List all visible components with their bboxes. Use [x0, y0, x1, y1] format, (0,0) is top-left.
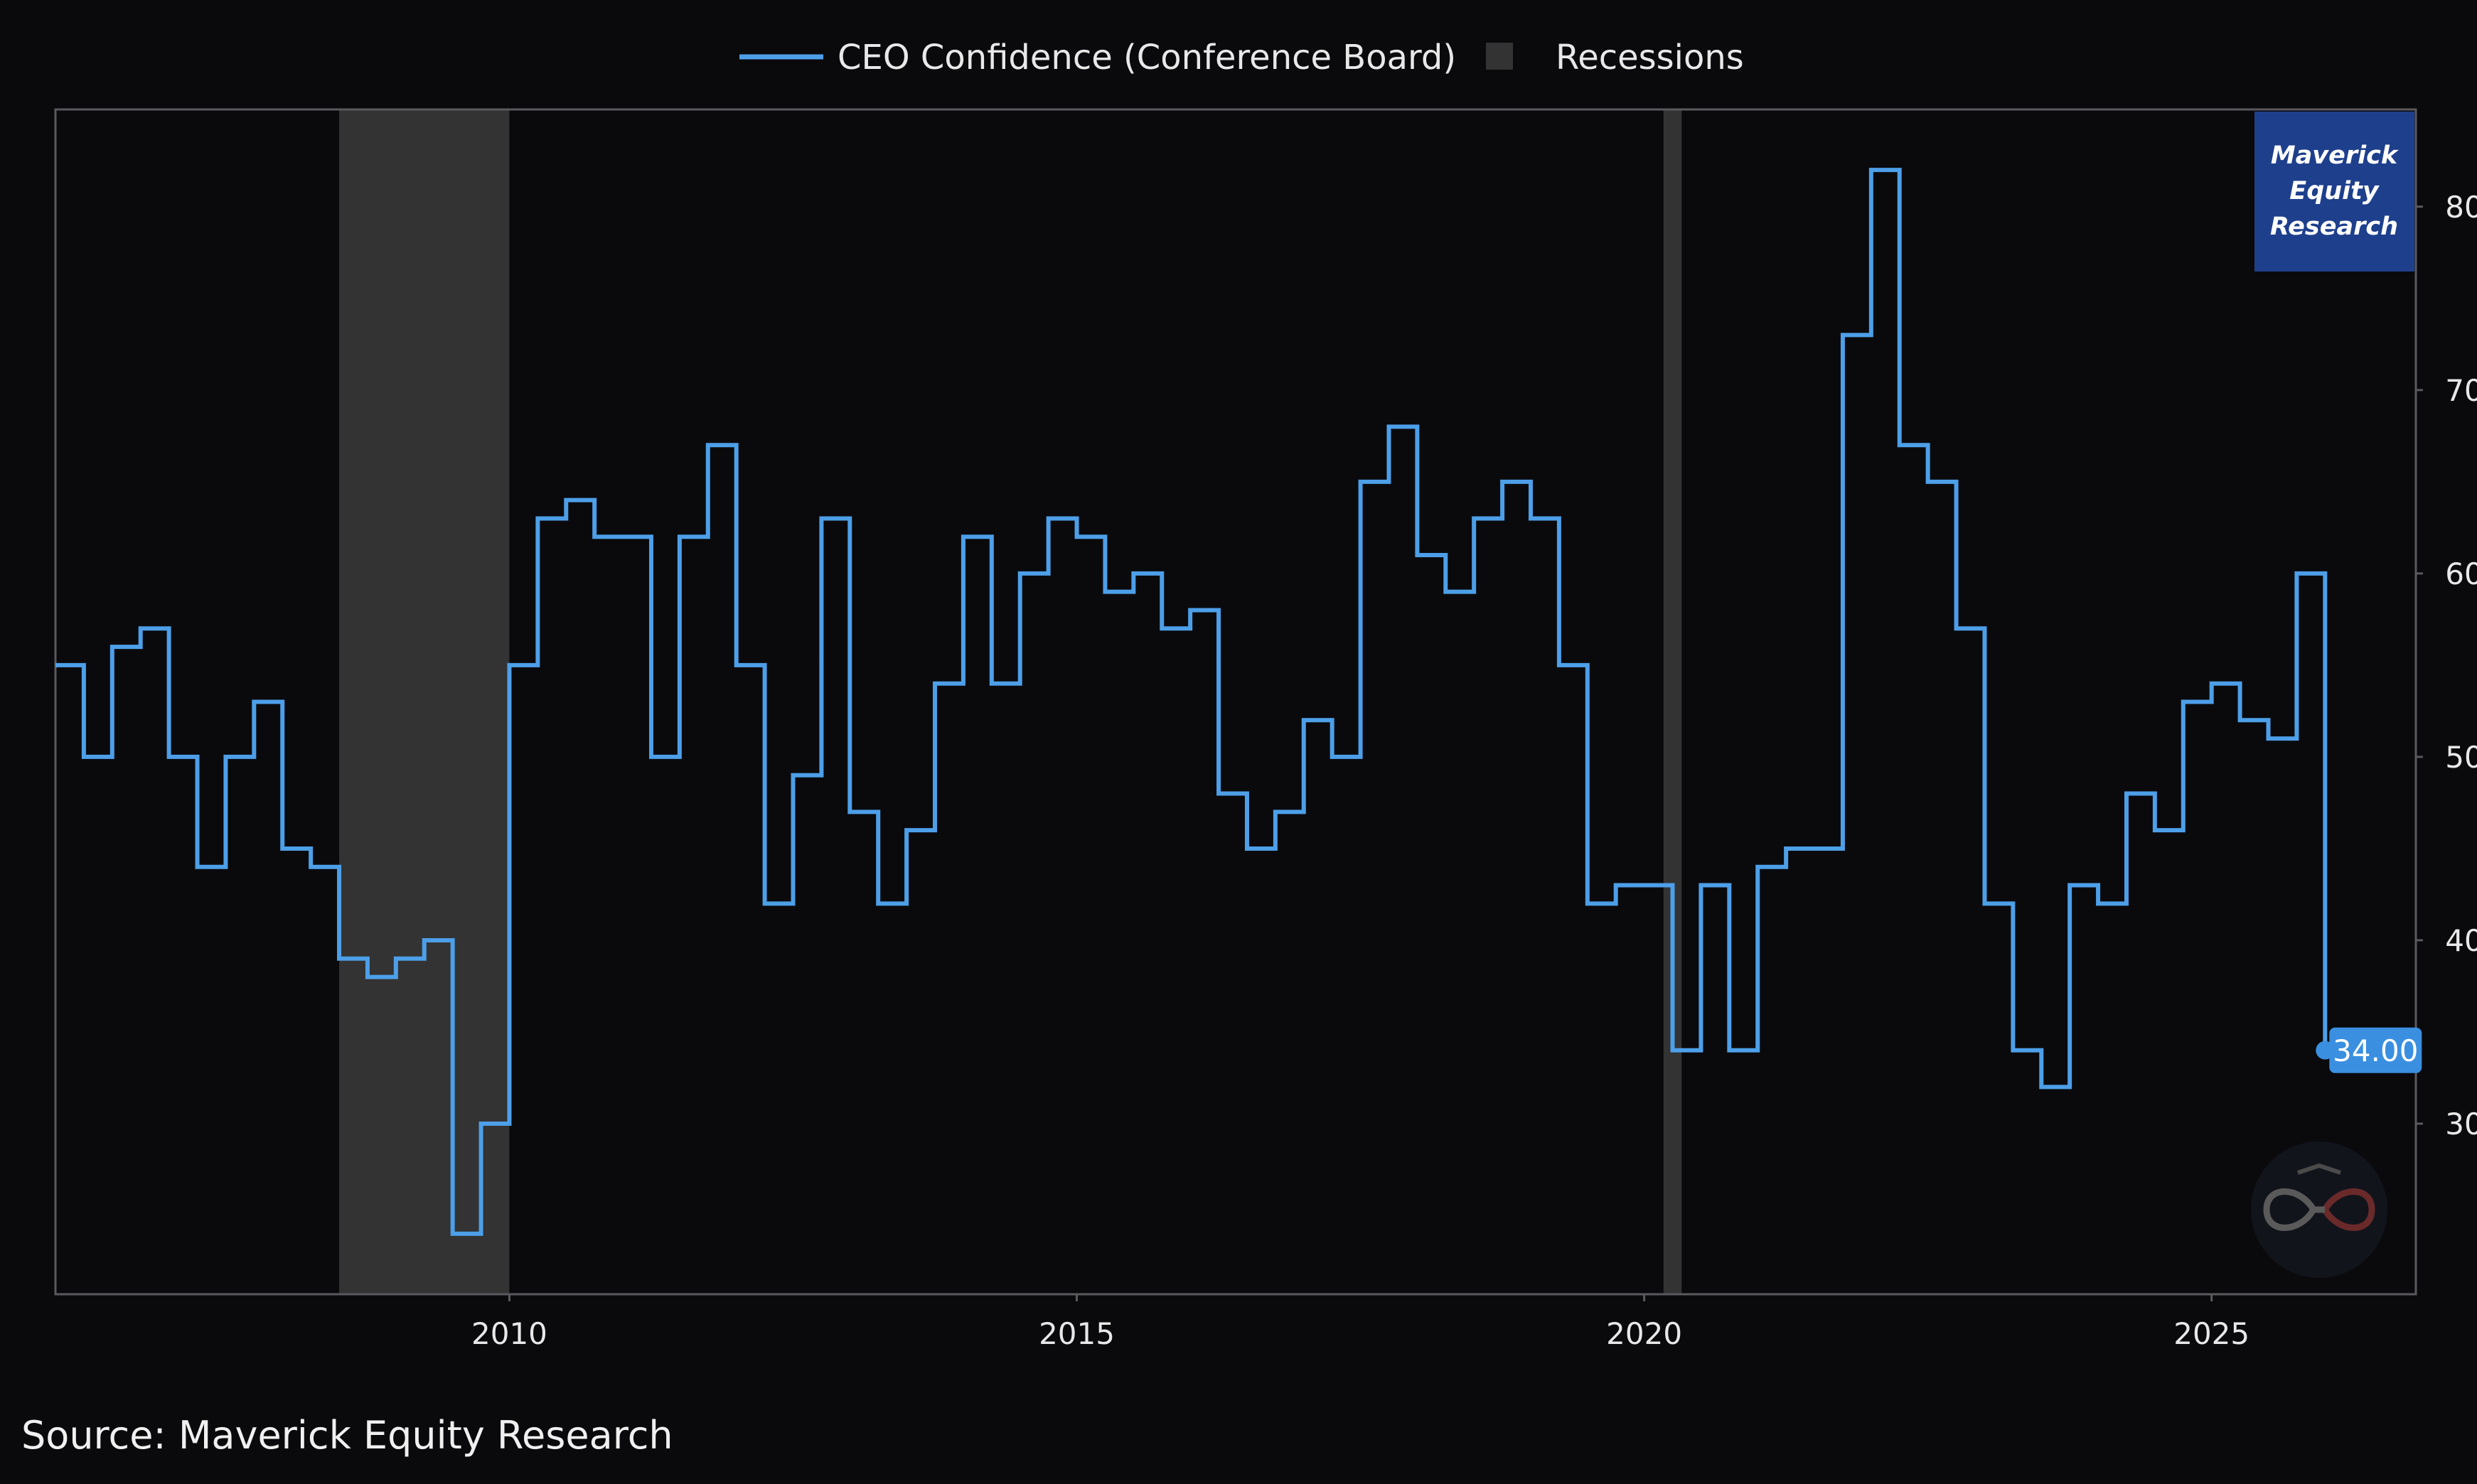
x-tick-label-2015: 2015 — [1039, 1316, 1115, 1351]
series-layer — [55, 168, 2328, 1236]
x-tick-label-2010: 2010 — [471, 1316, 547, 1351]
last-value-text: 34.00 — [2333, 1033, 2418, 1068]
legend: CEO Confidence (Conference Board) Recess… — [739, 38, 1744, 77]
x-tick-label-2025: 2025 — [2173, 1316, 2249, 1351]
y-tick-label-70: 70 — [2445, 373, 2477, 408]
legend-recession-label: Recessions — [1556, 38, 1744, 77]
brand-line-1: Maverick — [2271, 141, 2400, 170]
y-tick-label-60: 60 — [2445, 556, 2477, 591]
y-tick-label-40: 40 — [2445, 923, 2477, 958]
x-axis: 2010 2015 2020 2025 — [471, 1294, 2249, 1351]
legend-series-label: CEO Confidence (Conference Board) — [838, 38, 1456, 77]
y-tick-label-80: 80 — [2445, 190, 2477, 225]
brand-line-2: Equity — [2289, 177, 2380, 205]
y-axis: 30 40 50 60 70 80 — [2416, 190, 2477, 1141]
last-value-badge — [2329, 1027, 2422, 1073]
infinity-logo-icon — [2251, 1141, 2387, 1278]
y-tick-label-50: 50 — [2445, 740, 2477, 775]
brand-box: Maverick Equity Research — [2254, 112, 2414, 271]
legend-recession-swatch — [1486, 43, 1513, 70]
plot-frame — [54, 108, 2417, 1296]
series-line-1 — [55, 168, 2328, 1236]
recession-band-1 — [339, 109, 510, 1294]
recession-bands — [339, 109, 1682, 1294]
recession-band-2 — [1663, 109, 1682, 1294]
brand-line-3: Research — [2270, 213, 2398, 241]
last-value-label: 34.00 — [2316, 1027, 2422, 1073]
y-tick-label-30: 30 — [2445, 1107, 2477, 1141]
brand-box-bg — [2254, 112, 2414, 271]
source-note: Source: Maverick Equity Research — [21, 1413, 673, 1458]
x-tick-label-2020: 2020 — [1606, 1316, 1682, 1351]
